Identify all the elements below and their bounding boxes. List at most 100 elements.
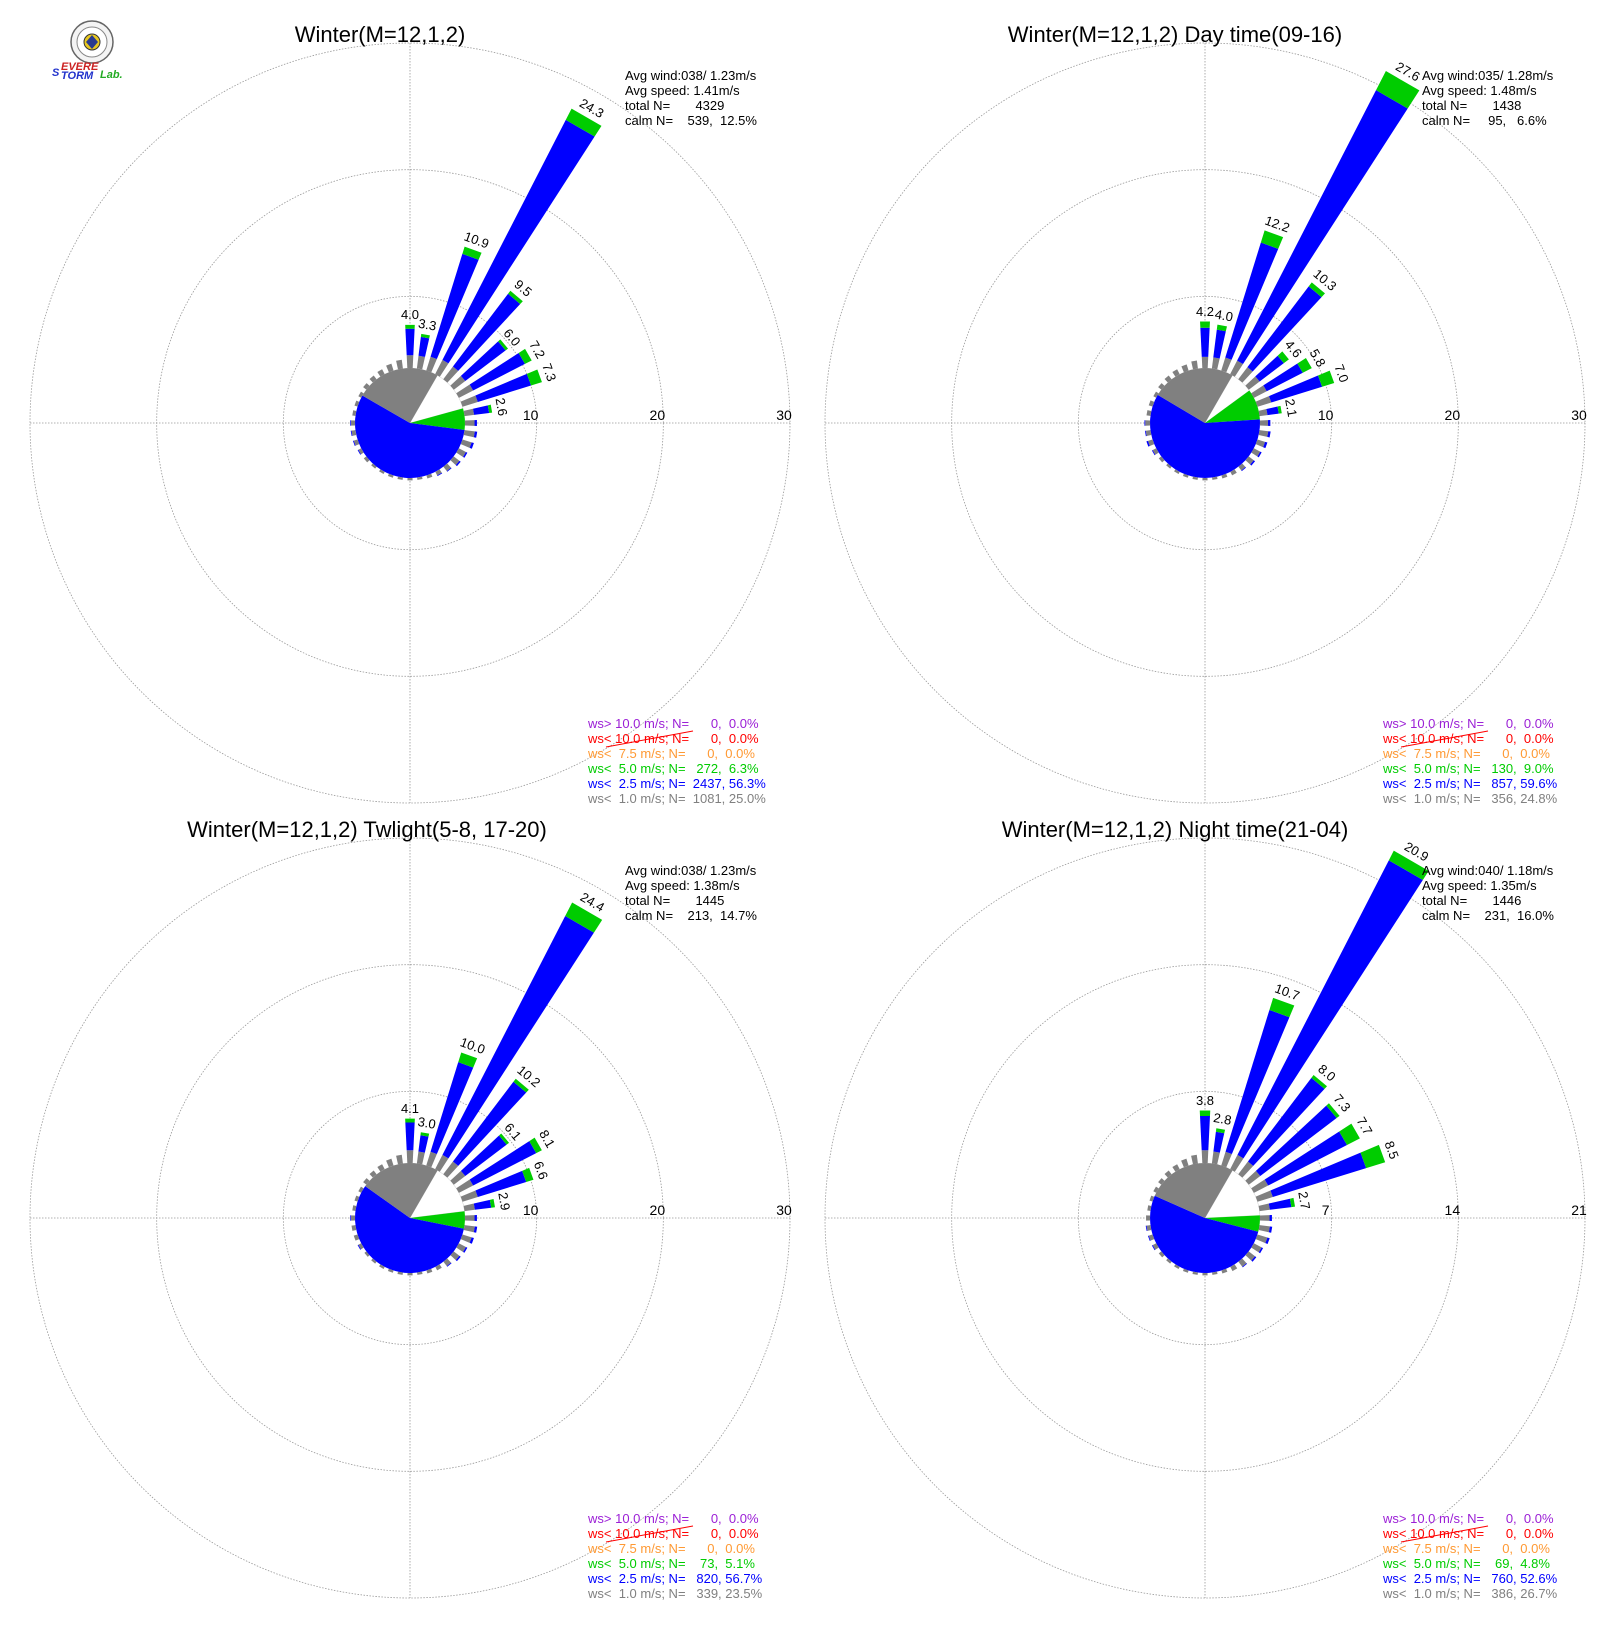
direction-bar-blue [1144,420,1146,426]
direction-bar-green [1277,405,1282,414]
direction-bar-gray [1158,383,1165,390]
direction-bar-blue [1270,1152,1367,1198]
panel-title: Winter(M=12,1,2) Night time(21-04) [1002,817,1349,842]
direction-bar-gray [352,410,357,416]
direction-bar-gray [443,1258,452,1267]
bar-value-label: 2.9 [495,1191,513,1211]
direction-bar-gray [463,1225,475,1233]
direction-bar-blue [455,1255,461,1262]
direction-bar-gray [1147,439,1155,446]
direction-bar-green [489,1199,495,1208]
direction-bar-gray [351,1215,356,1221]
direction-bar-gray [416,355,426,370]
ring-label: 30 [1571,407,1587,423]
direction-bar-blue [472,405,490,415]
direction-bar-green [487,404,493,413]
direction-bar-gray [456,1179,474,1193]
direction-bar-blue [430,253,479,360]
direction-bar-gray [1172,1164,1180,1172]
direction-bar-gray [407,477,413,481]
legend-entry: ws< 7.5 m/s; N= 0, 0.0% [587,746,755,761]
direction-bar-gray [353,439,360,446]
direction-bar-gray [450,1251,460,1261]
direction-bar-gray [1174,1264,1180,1269]
direction-bar-gray [1158,1251,1165,1258]
direction-bar-blue [473,1199,492,1210]
direction-bar-green [420,1132,430,1137]
ring-label: 10 [523,1202,539,1218]
bar-value-label: 3.8 [1196,1093,1214,1108]
direction-bar-gray [351,420,356,426]
direction-bar-blue [442,916,594,1159]
bar-value-label: 2.7 [1295,1190,1313,1210]
direction-bar-blue [469,1237,474,1244]
direction-bar-blue [1146,440,1150,447]
avg-wind-stat: Avg wind:035/ 1.28m/s [1422,68,1554,83]
direction-bar-blue [1255,1105,1337,1177]
direction-bar-gray [353,1234,360,1241]
legend-strike-line [605,1525,694,1543]
direction-bar-green [1311,1074,1328,1089]
panel-title: Winter(M=12,1,2) [295,22,466,47]
direction-bar-gray [450,456,460,466]
major-direction-bars: 3.82.810.720.98.07.37.78.52.7 [1196,839,1431,1212]
calm-pie [355,1163,465,1273]
direction-bar-blue [469,1141,537,1186]
direction-bar-gray [1238,463,1246,471]
direction-bar-gray [1181,1158,1189,1168]
direction-bar-gray [1182,473,1189,478]
calm-n-stat: calm N= 213, 14.7% [625,908,757,923]
direction-bar-green [565,108,602,137]
direction-bar-gray [435,1154,449,1172]
direction-bar-gray [1145,430,1152,437]
direction-bar-gray [397,1271,403,1275]
direction-bar-gray [1245,376,1260,390]
logo-s: S [52,67,60,79]
direction-bar-gray [460,1190,478,1202]
direction-bar-green [462,246,482,260]
direction-bar-gray [363,1178,370,1185]
legend-strike-line [1400,730,1489,748]
direction-bar-gray [1230,1154,1244,1172]
direction-bar-blue [1268,1226,1273,1233]
direction-bar-blue [1263,441,1268,449]
direction-bar-gray [377,1164,385,1172]
direction-bar-gray [379,1264,385,1269]
direction-bar-blue [405,1122,415,1151]
direction-bar-gray [1221,1151,1232,1168]
direction-bar-gray [1245,456,1254,465]
direction-bar-gray [1148,1234,1155,1241]
direction-bar-gray [456,448,466,457]
direction-bar-gray [1152,1243,1159,1250]
direction-bar-gray [1152,448,1159,455]
direction-bar-blue [473,431,478,438]
grid: 7 14 21 [824,837,1587,1599]
direction-bar-green [498,339,509,351]
legend-entry: ws< 5.0 m/s; N= 73, 5.1% [587,1556,755,1571]
bar-value-label: 6.6 [531,1159,551,1181]
direction-bar-gray [1211,357,1220,370]
direction-bar-gray [443,1161,459,1178]
direction-bar-gray [1258,409,1268,417]
calm-n-stat: calm N= 95, 6.6% [1422,113,1547,128]
direction-bar-green [499,1133,510,1145]
grid-ring [1077,1090,1333,1346]
legend-entry: ws> 10.0 m/s; N= 0, 0.0% [587,716,759,731]
direction-bar-gray [363,383,370,390]
direction-bar-gray [1255,1190,1273,1202]
direction-bar-gray [369,1170,377,1178]
direction-bar-blue [1144,430,1147,437]
direction-bar-gray [1164,375,1172,383]
direction-bar-gray [1147,1205,1152,1211]
grid-ring [1077,295,1333,551]
direction-bar-gray [443,366,459,383]
direction-bar-blue [1213,1131,1225,1153]
direction-bar-blue [1258,1247,1264,1254]
direction-bar-gray [426,473,433,479]
calm-pie-gray-slice [1157,368,1233,423]
bar-value-label: 4.1 [401,1101,419,1116]
direction-bar-blue [1255,355,1284,382]
speed-legend: ws> 10.0 m/s; N= 0, 0.0%ws< 10.0 m/s; N=… [1382,716,1558,806]
direction-bar-gray [397,476,403,480]
